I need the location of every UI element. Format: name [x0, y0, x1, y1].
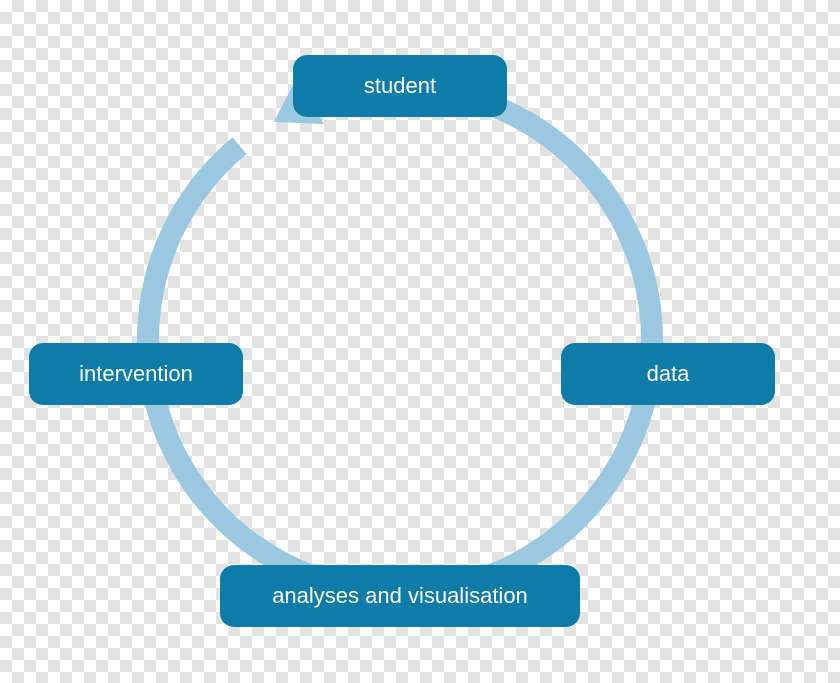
cycle-node-data: data [561, 343, 775, 405]
cycle-node-label: analyses and visualisation [272, 583, 528, 609]
cycle-node-student: student [293, 55, 507, 117]
cycle-arc [148, 88, 652, 592]
cycle-node-label: data [647, 361, 690, 387]
cycle-node-label: intervention [79, 361, 193, 387]
cycle-node-interv: intervention [29, 343, 243, 405]
cycle-node-analyses: analyses and visualisation [220, 565, 580, 627]
cycle-node-label: student [364, 73, 436, 99]
